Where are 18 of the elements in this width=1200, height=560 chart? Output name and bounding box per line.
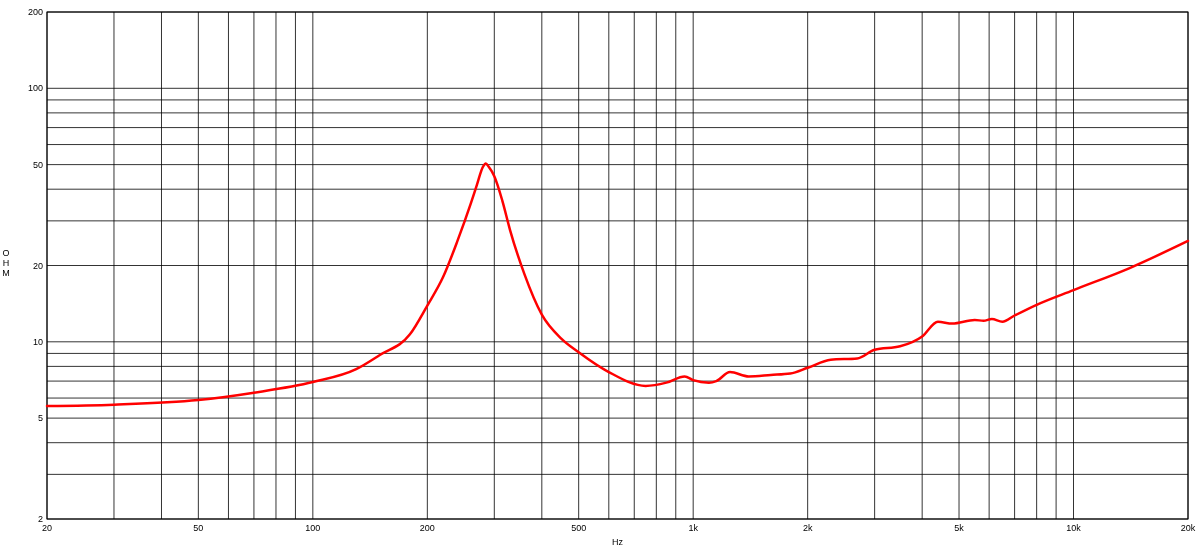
y-tick-label: 10 xyxy=(32,336,43,347)
y-tick-label: 200 xyxy=(27,7,43,17)
x-tick-label: 10k xyxy=(1066,523,1082,533)
y-tick-label: 5 xyxy=(37,413,43,424)
x-tick-label: 1k xyxy=(688,523,699,533)
y-tick-label: 100 xyxy=(27,83,43,94)
y-tick-label: 20 xyxy=(32,260,43,271)
x-tick-label: 50 xyxy=(193,523,204,533)
x-tick-label: 100 xyxy=(305,523,321,533)
x-axis-title: Hz xyxy=(612,537,624,547)
x-tick-label: 500 xyxy=(571,523,587,533)
y-tick-label: 50 xyxy=(32,159,43,170)
x-tick-label: 2k xyxy=(802,523,813,533)
x-tick-label: 200 xyxy=(419,523,435,533)
y-axis-title: OHM xyxy=(2,247,10,278)
x-tick-label: 20k xyxy=(1180,523,1196,533)
y-tick-label: 2 xyxy=(37,514,43,524)
x-tick-label: 5k xyxy=(954,523,965,533)
